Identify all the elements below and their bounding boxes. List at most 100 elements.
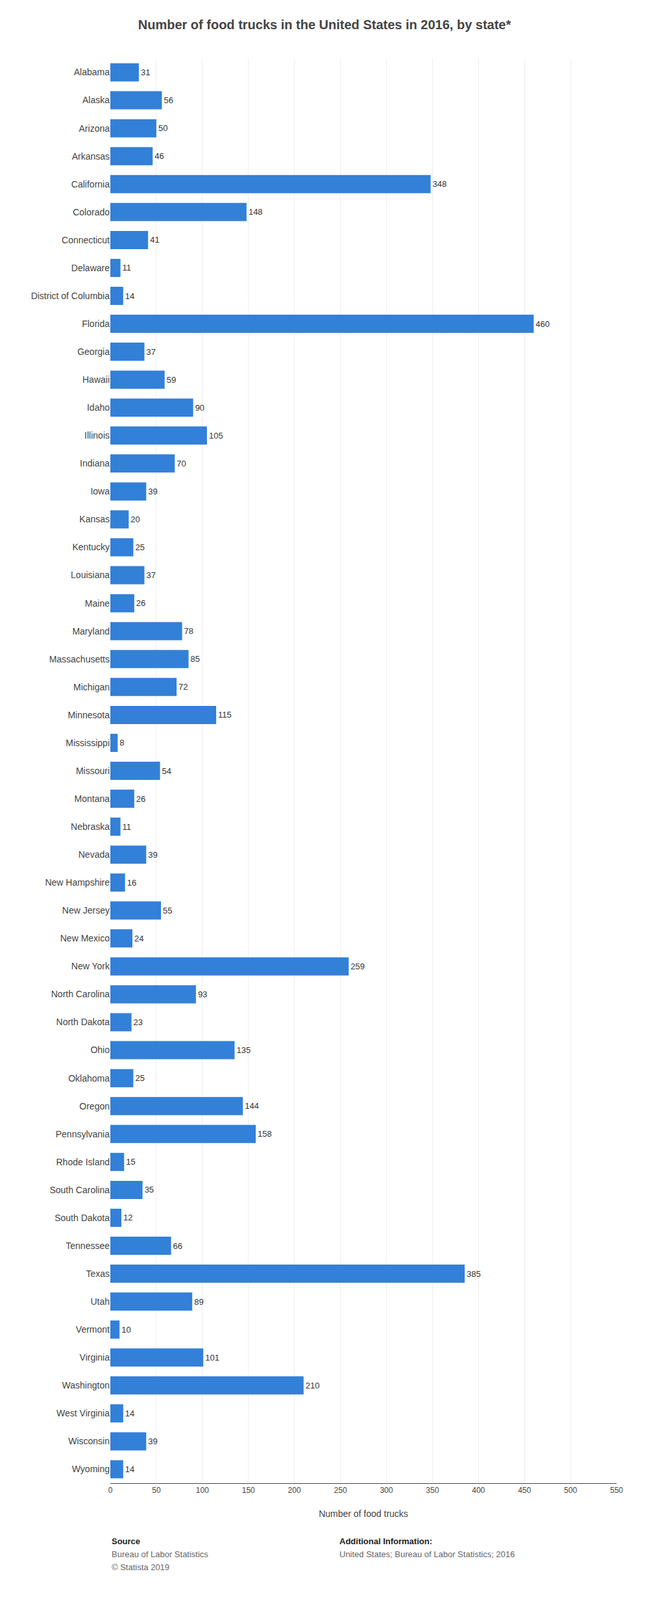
svg-text:15: 15 bbox=[125, 1157, 135, 1167]
svg-text:25: 25 bbox=[134, 542, 145, 553]
svg-text:115: 115 bbox=[218, 710, 232, 720]
svg-text:348: 348 bbox=[432, 179, 448, 189]
svg-text:Colorado: Colorado bbox=[72, 207, 110, 218]
svg-text:Michigan: Michigan bbox=[73, 682, 110, 693]
svg-text:0: 0 bbox=[108, 1486, 113, 1496]
svg-text:South Carolina: South Carolina bbox=[49, 1185, 110, 1196]
svg-text:25: 25 bbox=[134, 1073, 145, 1084]
svg-text:Arkansas: Arkansas bbox=[72, 151, 110, 162]
svg-text:89: 89 bbox=[194, 1297, 204, 1308]
svg-text:37: 37 bbox=[146, 570, 156, 581]
svg-text:Georgia: Georgia bbox=[77, 346, 110, 357]
svg-text:Oklahoma: Oklahoma bbox=[68, 1073, 110, 1084]
svg-text:New Jersey: New Jersey bbox=[62, 905, 110, 916]
svg-text:135: 135 bbox=[236, 1045, 251, 1056]
svg-text:Ohio: Ohio bbox=[90, 1044, 110, 1056]
svg-text:26: 26 bbox=[136, 598, 146, 609]
svg-text:Montana: Montana bbox=[74, 793, 111, 805]
svg-text:35: 35 bbox=[144, 1185, 154, 1195]
svg-text:Florida: Florida bbox=[81, 318, 110, 330]
svg-text:Tennessee: Tennessee bbox=[65, 1240, 110, 1252]
svg-text:Texas: Texas bbox=[85, 1268, 110, 1280]
svg-text:78: 78 bbox=[184, 626, 194, 637]
svg-text:Number of food trucks in the U: Number of food trucks in the United Stat… bbox=[138, 17, 512, 32]
svg-text:Illinois: Illinois bbox=[84, 430, 110, 441]
svg-text:54: 54 bbox=[162, 766, 172, 777]
svg-text:350: 350 bbox=[425, 1486, 439, 1496]
svg-text:Delaware: Delaware bbox=[71, 262, 110, 274]
svg-text:158: 158 bbox=[257, 1129, 272, 1139]
svg-text:District of Columbia: District of Columbia bbox=[31, 290, 111, 302]
svg-text:72: 72 bbox=[178, 682, 188, 692]
svg-text:Massachusetts: Massachusetts bbox=[49, 654, 110, 665]
svg-text:Idaho: Idaho bbox=[86, 402, 110, 413]
svg-text:70: 70 bbox=[176, 458, 186, 469]
svg-text:56: 56 bbox=[163, 95, 173, 106]
svg-text:148: 148 bbox=[248, 207, 263, 217]
svg-text:Alabama: Alabama bbox=[73, 66, 110, 78]
svg-text:66: 66 bbox=[173, 1241, 183, 1252]
svg-text:93: 93 bbox=[197, 989, 208, 1000]
svg-text:Arizona: Arizona bbox=[79, 123, 111, 134]
svg-text:Maryland: Maryland bbox=[72, 626, 110, 637]
svg-text:Vermont: Vermont bbox=[75, 1324, 110, 1335]
svg-text:259: 259 bbox=[350, 961, 365, 972]
svg-text:37: 37 bbox=[146, 347, 156, 357]
svg-text:20: 20 bbox=[130, 514, 140, 525]
svg-text:© Statista 2019: © Statista 2019 bbox=[111, 1562, 170, 1573]
svg-text:90: 90 bbox=[195, 403, 205, 413]
svg-text:150: 150 bbox=[242, 1486, 256, 1496]
svg-text:39: 39 bbox=[147, 486, 158, 497]
svg-text:Additional Information:: Additional Information: bbox=[339, 1536, 433, 1547]
svg-text:Washington: Washington bbox=[62, 1380, 110, 1391]
svg-text:Wisconsin: Wisconsin bbox=[68, 1436, 110, 1447]
svg-text:Rhode Island: Rhode Island bbox=[55, 1157, 110, 1168]
svg-text:Utah: Utah bbox=[90, 1296, 110, 1308]
svg-text:16: 16 bbox=[127, 878, 137, 888]
svg-text:Bureau of Labor Statistics: Bureau of Labor Statistics bbox=[111, 1549, 209, 1560]
svg-text:26: 26 bbox=[136, 794, 146, 805]
svg-text:450: 450 bbox=[517, 1486, 531, 1496]
svg-text:Maine: Maine bbox=[85, 598, 110, 609]
svg-text:101: 101 bbox=[205, 1353, 220, 1363]
svg-text:300: 300 bbox=[379, 1486, 393, 1496]
svg-text:12: 12 bbox=[123, 1212, 133, 1223]
svg-text:85: 85 bbox=[190, 654, 200, 664]
svg-text:New York: New York bbox=[71, 961, 111, 972]
svg-text:50: 50 bbox=[151, 1486, 161, 1496]
svg-text:California: California bbox=[71, 179, 110, 190]
svg-text:Source: Source bbox=[111, 1536, 141, 1547]
svg-text:550: 550 bbox=[610, 1486, 624, 1496]
svg-text:400: 400 bbox=[471, 1486, 485, 1496]
svg-text:11: 11 bbox=[122, 262, 132, 273]
svg-text:Oregon: Oregon bbox=[79, 1101, 110, 1112]
svg-text:United States; Bureau of Labor: United States; Bureau of Labor Statistic… bbox=[339, 1549, 515, 1560]
svg-text:Indiana: Indiana bbox=[79, 458, 110, 469]
svg-text:North Carolina: North Carolina bbox=[51, 989, 110, 1000]
svg-text:Minnesota: Minnesota bbox=[67, 710, 110, 721]
svg-text:New Mexico: New Mexico bbox=[60, 933, 110, 944]
svg-text:14: 14 bbox=[125, 291, 135, 302]
svg-text:41: 41 bbox=[149, 234, 160, 245]
svg-text:250: 250 bbox=[334, 1486, 348, 1496]
svg-text:59: 59 bbox=[166, 375, 176, 385]
svg-text:Virginia: Virginia bbox=[79, 1352, 111, 1363]
svg-text:39: 39 bbox=[147, 1436, 158, 1447]
svg-text:Connecticut: Connecticut bbox=[61, 234, 110, 246]
svg-text:11: 11 bbox=[122, 822, 132, 833]
svg-text:105: 105 bbox=[208, 430, 224, 441]
svg-text:39: 39 bbox=[147, 850, 158, 860]
svg-text:Nevada: Nevada bbox=[78, 849, 110, 860]
svg-text:46: 46 bbox=[154, 151, 164, 161]
svg-text:Kansas: Kansas bbox=[79, 514, 110, 525]
svg-text:West Virginia: West Virginia bbox=[56, 1408, 110, 1419]
svg-text:Iowa: Iowa bbox=[90, 486, 110, 497]
svg-text:Hawaii: Hawaii bbox=[82, 374, 110, 385]
svg-text:23: 23 bbox=[133, 1017, 143, 1028]
svg-text:Number of food trucks: Number of food trucks bbox=[318, 1508, 409, 1520]
svg-text:New Hampshire: New Hampshire bbox=[44, 877, 110, 888]
svg-text:200: 200 bbox=[288, 1486, 302, 1496]
svg-text:Alaska: Alaska bbox=[82, 94, 110, 106]
svg-text:460: 460 bbox=[535, 319, 550, 330]
svg-text:24: 24 bbox=[134, 933, 144, 944]
